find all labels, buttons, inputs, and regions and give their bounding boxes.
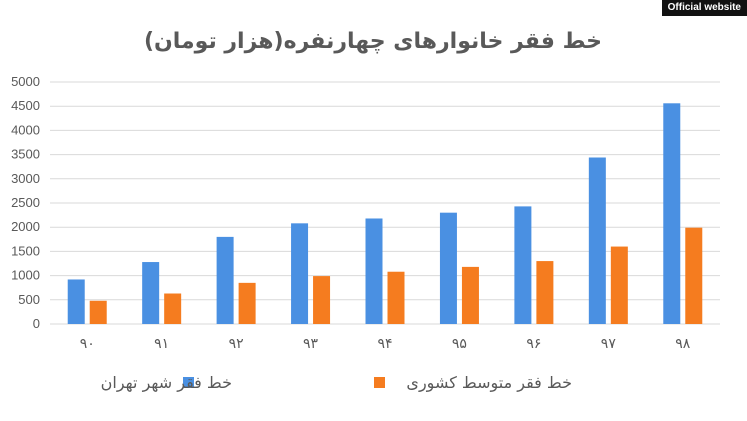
- bar-series-2-9: [685, 227, 703, 324]
- x-tick-label: ۹۵: [452, 336, 467, 352]
- chart-title: خط فقر خانوارهای چهارنفره(هزار تومان): [144, 29, 602, 54]
- y-tick-label: 5000: [11, 74, 40, 89]
- y-tick-label: 1500: [11, 243, 40, 258]
- legend-label-2: خط فقر متوسط کشوری: [406, 373, 572, 393]
- bar-series-2-2: [164, 293, 182, 324]
- bar-series-2-5: [387, 271, 405, 324]
- x-tick-label: ۹۰: [80, 336, 95, 352]
- bar-series-2-1: [89, 300, 107, 324]
- bars: [67, 103, 703, 325]
- legend-swatch-2: [374, 377, 385, 388]
- y-axis: 0 500 1000 1500 2000 2500 3000 3500 4000 4500 5000: [11, 74, 40, 331]
- x-tick-label: ۹۶: [526, 336, 541, 352]
- bar-series-1-6: [439, 212, 457, 324]
- bar-series-1-4: [291, 223, 309, 324]
- legend: خط فقر شهر تهران خط فقر متوسط کشوری: [101, 373, 572, 393]
- bar-series-2-6: [461, 266, 479, 324]
- y-tick-label: 0: [33, 316, 40, 331]
- y-tick-label: 500: [18, 292, 40, 307]
- grid-lines: [50, 81, 720, 325]
- bar-series-1-1: [67, 279, 85, 324]
- bar-series-2-8: [610, 246, 628, 324]
- legend-label-1: خط فقر شهر تهران: [101, 373, 232, 393]
- bar-series-1-8: [588, 157, 606, 324]
- bar-series-1-3: [216, 236, 234, 324]
- bar-series-1-2: [142, 262, 160, 324]
- y-tick-label: 3500: [11, 147, 40, 162]
- y-tick-label: 2000: [11, 219, 40, 234]
- x-tick-label: ۹۸: [675, 336, 691, 352]
- x-tick-label: ۹۳: [303, 336, 319, 352]
- bar-series-1-7: [514, 206, 532, 324]
- y-tick-label: 2500: [11, 195, 40, 210]
- x-axis: ۹۰ ۹۱ ۹۲ ۹۳ ۹۴ ۹۵ ۹۶ ۹۷ ۹۸: [80, 336, 691, 352]
- x-tick-label: ۹۲: [229, 336, 244, 352]
- official-website-badge[interactable]: Official website: [661, 0, 747, 16]
- y-tick-label: 3000: [11, 171, 40, 186]
- y-tick-label: 4000: [11, 122, 40, 137]
- bar-series-2-4: [313, 276, 331, 324]
- bar-series-1-9: [663, 103, 681, 325]
- bar-series-2-3: [238, 282, 256, 324]
- bar-series-2-7: [536, 261, 554, 324]
- legend-swatch-1: [183, 377, 194, 388]
- x-tick-label: ۹۱: [154, 336, 169, 352]
- x-tick-label: ۹۴: [377, 336, 392, 352]
- bar-series-1-5: [365, 218, 383, 324]
- y-tick-label: 4500: [11, 98, 40, 113]
- x-tick-label: ۹۷: [601, 336, 617, 352]
- y-tick-label: 1000: [11, 268, 40, 283]
